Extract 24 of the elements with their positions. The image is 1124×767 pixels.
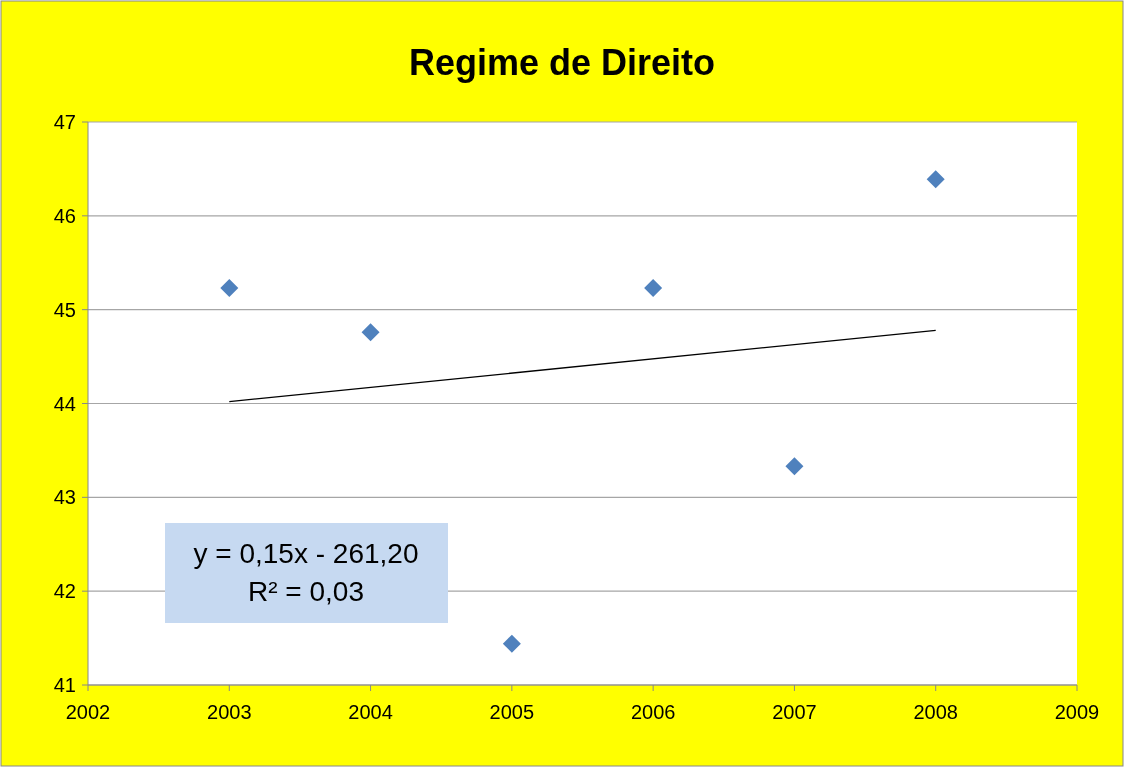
point bbox=[502, 634, 521, 653]
x-tick-label: 2009 bbox=[1054, 701, 1100, 723]
point bbox=[220, 279, 239, 298]
y-tick-label: 46 bbox=[53, 204, 76, 227]
annotation: y = 0,15x - 261,20 bbox=[193, 538, 419, 569]
x-tick-label: 2002 bbox=[65, 701, 111, 723]
y-tick-label: 47 bbox=[53, 111, 76, 133]
x-tick-label: 2006 bbox=[630, 701, 676, 723]
point bbox=[361, 323, 380, 342]
point bbox=[926, 170, 945, 189]
y-tick-label: 44 bbox=[53, 392, 76, 415]
point bbox=[644, 279, 663, 298]
y-tick-label: 42 bbox=[53, 580, 76, 603]
y-tick-label: 41 bbox=[53, 674, 76, 696]
x-tick-label: 2007 bbox=[772, 701, 817, 723]
y-tick-label: 43 bbox=[53, 486, 76, 509]
point bbox=[785, 457, 804, 476]
x-tick-label: 2003 bbox=[207, 701, 252, 723]
x-tick-label: 2004 bbox=[348, 701, 393, 723]
annotation: R² = 0,03 bbox=[248, 576, 364, 607]
y-tick-label: 45 bbox=[53, 298, 76, 321]
x-tick-label: 2008 bbox=[913, 701, 958, 723]
x-tick-label: 2005 bbox=[489, 701, 535, 723]
chart-title: Regime de Direito bbox=[408, 42, 716, 83]
